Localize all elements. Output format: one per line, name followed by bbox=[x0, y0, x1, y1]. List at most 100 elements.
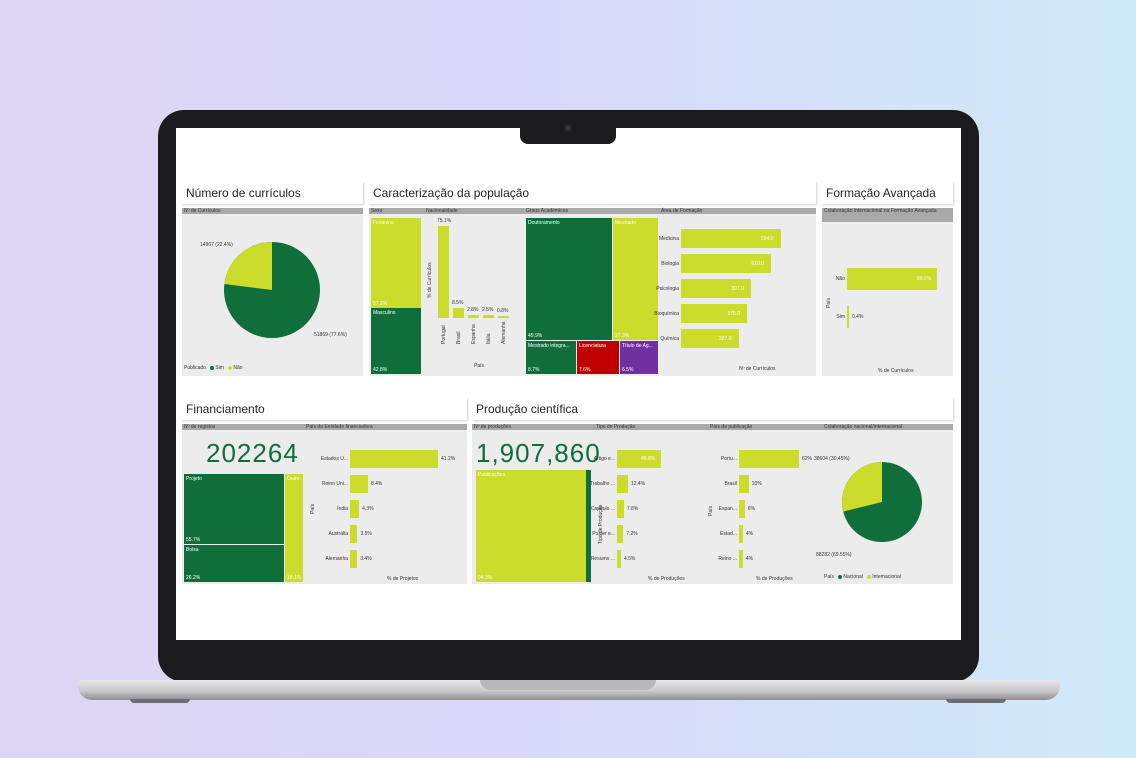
bar[interactable] bbox=[847, 268, 937, 290]
bar[interactable] bbox=[617, 525, 624, 543]
panel-title-num-curriculos: Número de currículos bbox=[182, 182, 363, 204]
bar[interactable] bbox=[350, 475, 368, 493]
bar-label: Estad... bbox=[720, 531, 737, 537]
bar-label: Reino Uni... bbox=[321, 481, 348, 487]
bar[interactable] bbox=[739, 450, 799, 468]
mestrado-integrado-pct: 8.7% bbox=[528, 367, 540, 373]
pie-colaboracao[interactable] bbox=[812, 434, 952, 574]
bar[interactable] bbox=[350, 525, 358, 543]
screen-chin bbox=[176, 640, 961, 656]
treemap-projeto[interactable]: Projeto 55.7% bbox=[184, 474, 284, 544]
publicacoes-label: Publicações bbox=[478, 472, 505, 478]
licenciatura-pct: 7.6% bbox=[579, 367, 591, 373]
treemap-masculino[interactable]: Masculino 42.8% bbox=[371, 308, 421, 374]
bar[interactable] bbox=[617, 500, 624, 518]
header-num-producoes: Nº de produções bbox=[474, 424, 512, 430]
bar-value: 7.2% bbox=[626, 531, 638, 537]
bar[interactable] bbox=[498, 316, 509, 318]
card-caracterizacao[interactable]: Sexo Nacionalidade Graus Académicos Área… bbox=[369, 208, 816, 376]
legend-nao: Não bbox=[233, 365, 243, 371]
bar-label: Alemanha bbox=[501, 321, 507, 344]
treemap-publicacoes[interactable]: Publicações 94.3% bbox=[476, 470, 586, 582]
titulo-pct: 6.5% bbox=[622, 367, 634, 373]
legend-sim: Sim bbox=[215, 365, 224, 371]
bar[interactable] bbox=[350, 500, 360, 518]
bar-label: Itália bbox=[486, 333, 492, 344]
treemap-doutoramento[interactable]: Doutoramento 49.9% bbox=[526, 218, 612, 340]
bar[interactable] bbox=[350, 550, 358, 568]
pie-slice-nao[interactable] bbox=[224, 242, 272, 290]
bar[interactable] bbox=[350, 450, 438, 468]
bar[interactable] bbox=[617, 450, 661, 468]
bar[interactable] bbox=[847, 306, 849, 328]
treemap-mestrado-integrado[interactable]: Mestrado integra... 8.7% bbox=[526, 341, 576, 374]
bar[interactable] bbox=[483, 314, 494, 318]
formacao-xlabel: % de Currículos bbox=[878, 368, 914, 374]
treemap-licenciatura[interactable]: Licenciatura 7.6% bbox=[577, 341, 619, 374]
laptop-foot-left bbox=[130, 699, 190, 703]
bar[interactable] bbox=[739, 500, 745, 518]
bar-label: Índia bbox=[337, 506, 348, 512]
publicacoes-pct: 94.3% bbox=[478, 575, 493, 581]
bar[interactable] bbox=[617, 550, 621, 568]
treemap-outro[interactable]: Outro 18.1% bbox=[285, 474, 303, 582]
bar[interactable] bbox=[617, 475, 628, 493]
area-xlabel: Nº de Currículos bbox=[739, 366, 776, 372]
card-header: Colaboração Internacional na Formação Av… bbox=[822, 208, 953, 222]
bar-value: 564.0 bbox=[761, 235, 774, 242]
mestrado-label: Mestrado bbox=[615, 220, 636, 226]
camera-icon bbox=[565, 125, 571, 131]
bar-label: Sim bbox=[836, 314, 845, 320]
bar-value: 4.5% bbox=[623, 556, 636, 562]
bar[interactable] bbox=[681, 229, 781, 248]
bar[interactable] bbox=[739, 525, 743, 543]
header-sexo: Sexo bbox=[371, 208, 383, 214]
card-formacao[interactable]: Colaboração Internacional na Formação Av… bbox=[822, 208, 953, 376]
treemap-bolsa[interactable]: Bolsa 26.2% bbox=[184, 545, 284, 582]
bar[interactable] bbox=[681, 304, 748, 323]
card-num-curriculos[interactable]: Nº de Currículos 14967 (22.4%) 51869 (77… bbox=[182, 208, 363, 376]
bar-value: 99.6% bbox=[917, 276, 932, 282]
bar[interactable] bbox=[453, 307, 464, 318]
pie-label-nao: 14967 (22.4%) bbox=[200, 242, 233, 248]
pie-publicado[interactable] bbox=[182, 208, 363, 376]
bar-value: 41.2% bbox=[441, 456, 456, 462]
formacao-axis-label: País bbox=[826, 297, 832, 308]
camera-notch bbox=[520, 126, 616, 144]
bar[interactable] bbox=[681, 279, 752, 298]
bar-value: 4% bbox=[745, 556, 754, 562]
bar-label: Alemanha bbox=[325, 556, 348, 562]
bar-label: Trabalho ... bbox=[589, 481, 615, 487]
projeto-pct: 55.7% bbox=[186, 537, 201, 543]
pie-slice-internacional[interactable] bbox=[842, 462, 882, 512]
header-registos: Nº de registos bbox=[184, 424, 216, 430]
bar-value: 49.8% bbox=[641, 456, 656, 462]
nac-xlabel: País bbox=[474, 363, 485, 369]
bar[interactable] bbox=[739, 550, 743, 568]
legend-dot-nacional bbox=[838, 574, 843, 579]
bar-value: 4% bbox=[745, 531, 754, 537]
bar[interactable] bbox=[468, 314, 479, 318]
header-colaboracao: Colaboração nacional/internacional bbox=[824, 424, 903, 430]
treemap-feminino[interactable]: Feminino 57.2% bbox=[371, 218, 421, 308]
bar[interactable] bbox=[438, 226, 449, 318]
card-financiamento[interactable]: Nº de registos País da Entidade financia… bbox=[182, 424, 467, 584]
bolsa-label: Bolsa bbox=[186, 547, 199, 553]
bar[interactable] bbox=[739, 475, 749, 493]
dashboard: Número de currículos Nº de Currículos 14… bbox=[176, 128, 961, 640]
card-header-strip bbox=[472, 424, 953, 430]
bar-value: 75.1% bbox=[437, 218, 452, 224]
projeto-label: Projeto bbox=[186, 476, 202, 482]
bar[interactable] bbox=[681, 254, 772, 273]
mestrado-pct: 27.3% bbox=[615, 333, 630, 339]
bar-label: Austrália bbox=[328, 531, 348, 537]
bar[interactable] bbox=[681, 329, 739, 348]
bar-label: Não bbox=[835, 276, 845, 282]
treemap-other-producoes[interactable] bbox=[586, 470, 591, 582]
treemap-mestrado[interactable]: Mestrado 27.3% bbox=[613, 218, 658, 340]
card-producao[interactable]: Nº de produções Tipo de Produção País de… bbox=[472, 424, 953, 584]
bar-label: Estados U... bbox=[320, 456, 348, 462]
header-area: Área de Formação bbox=[661, 208, 703, 214]
bar-label: Química bbox=[660, 335, 679, 342]
treemap-titulo[interactable]: Título de Ag... 6.5% bbox=[620, 341, 658, 374]
